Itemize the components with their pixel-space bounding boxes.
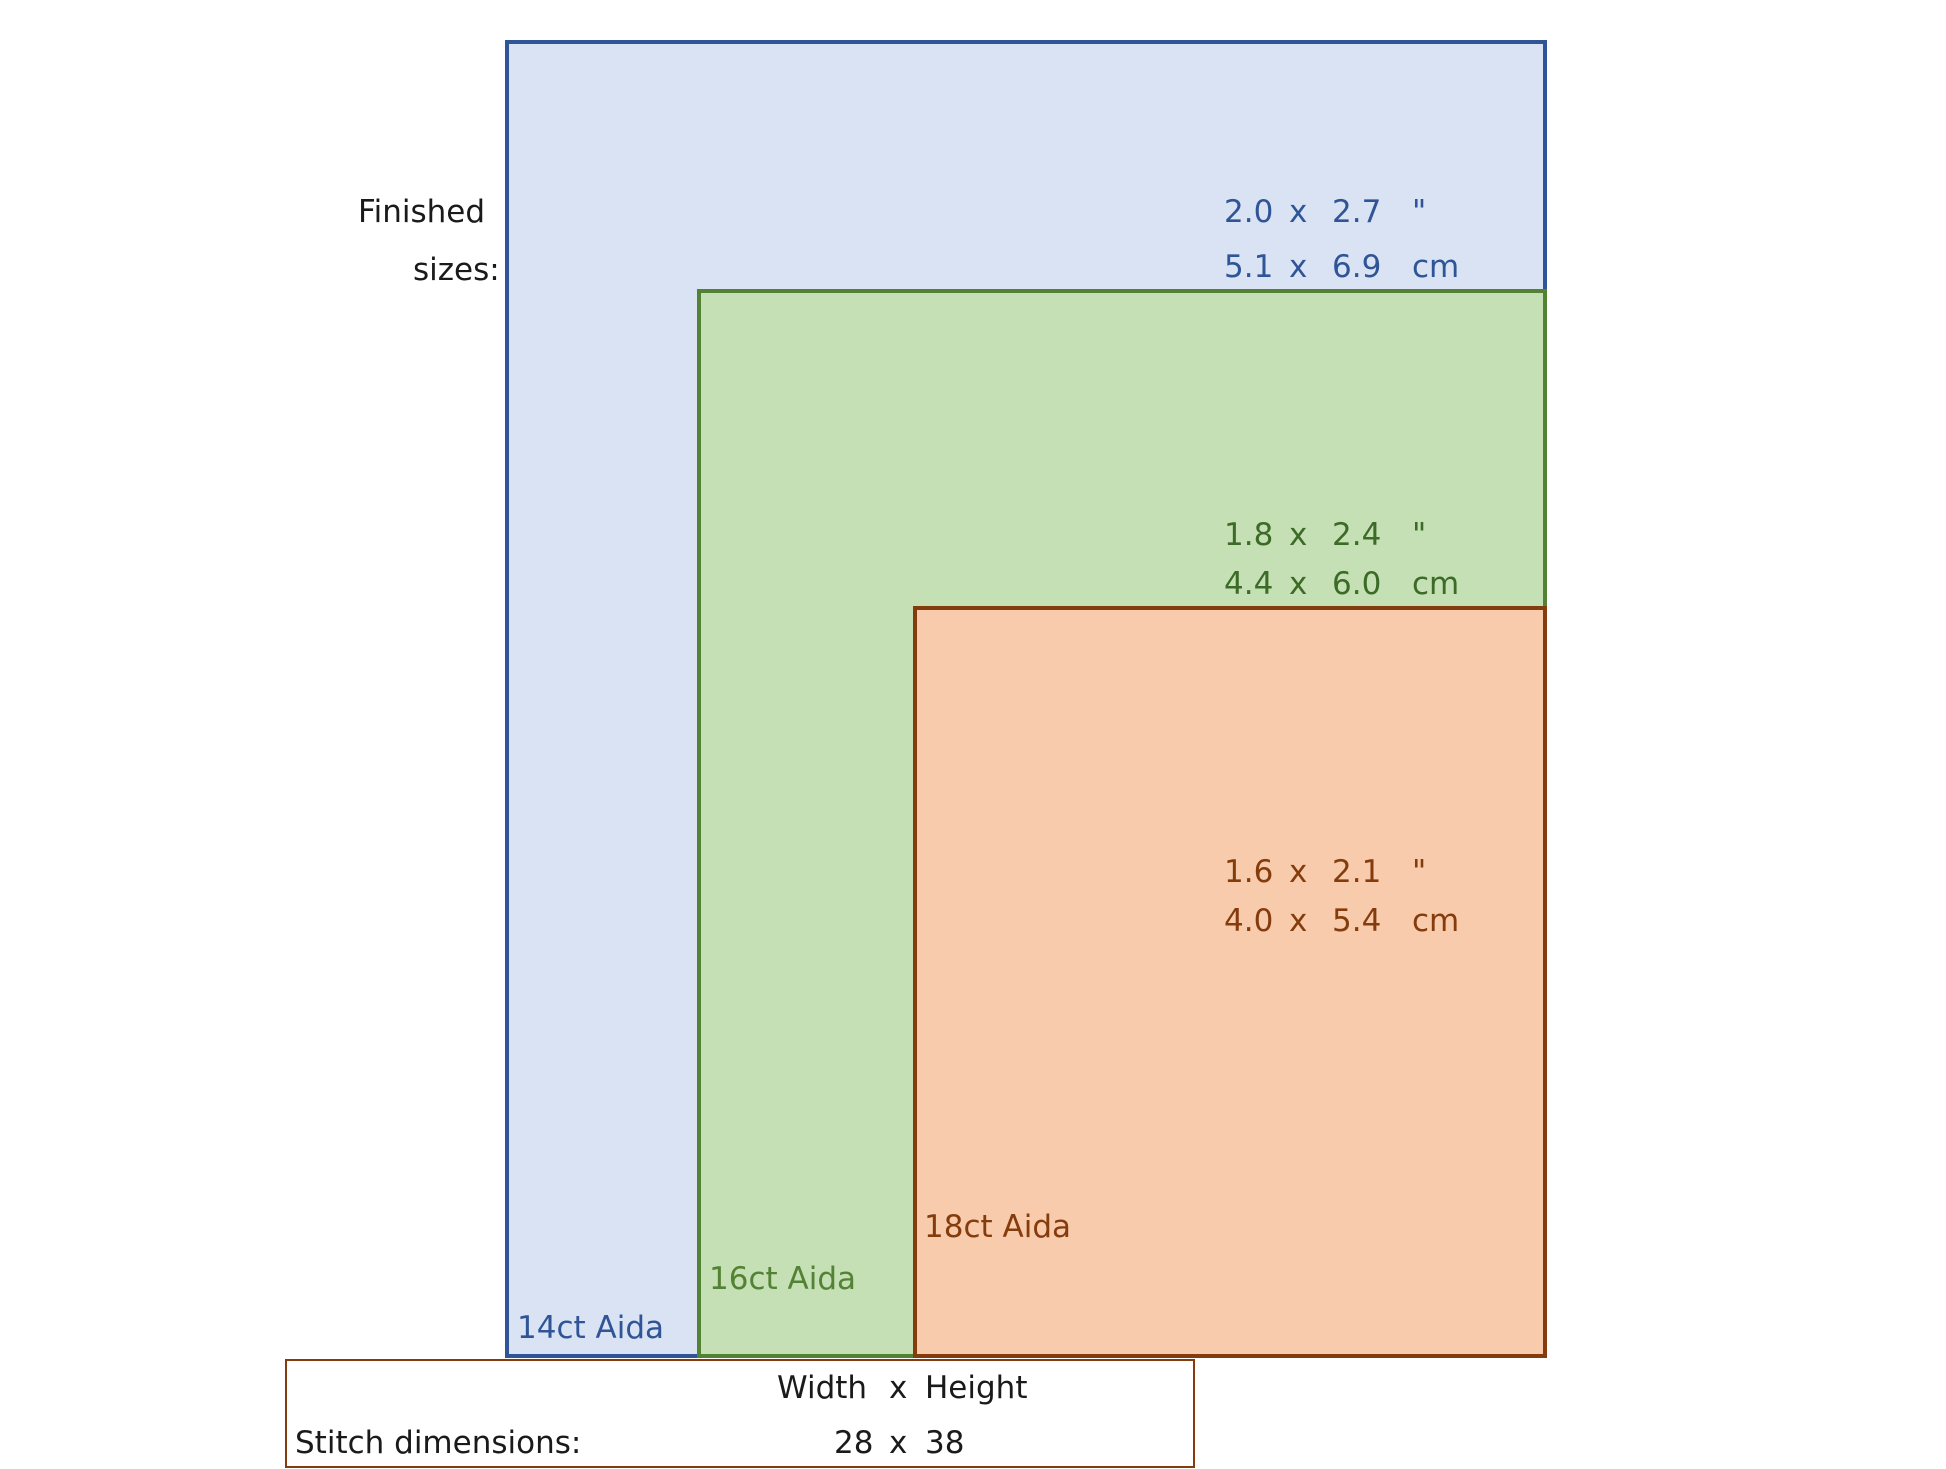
stitch-dimensions-box (285, 1359, 1195, 1468)
aida16-cm-size: 4.4 x 6.0 cm (1224, 569, 1459, 724)
aida18-cm-height: 5.4 (1332, 903, 1382, 939)
stitch-header-height: Height (925, 1370, 1028, 1406)
stitch-x: x (889, 1425, 908, 1461)
aida18-inch-width: 1.6 (1224, 854, 1274, 890)
aida14-cm-width: 5.1 (1224, 249, 1274, 285)
aida16-inch-size: 1.8 x 2.4 " (1224, 520, 1426, 675)
stitch-header-width: Width (777, 1370, 868, 1406)
aida16-inch-unit: " (1412, 517, 1427, 553)
aida18-label: 18ct Aida (924, 1209, 1071, 1245)
aida14-inch-width: 2.0 (1224, 194, 1274, 230)
aida18-inch-unit: " (1412, 854, 1427, 890)
aida18-cm-size: 4.0 x 5.4 cm (1224, 906, 1459, 1061)
stitch-height-value: 38 (925, 1425, 965, 1461)
aida18-inch-height: 2.1 (1332, 854, 1382, 890)
aida14-inch-unit: " (1412, 194, 1427, 230)
aida16-cm-x: x (1289, 566, 1308, 602)
aida14-cm-x: x (1289, 249, 1308, 285)
aida16-cm-width: 4.4 (1224, 566, 1274, 602)
stitch-header-x: x (889, 1370, 908, 1406)
aida18-cm-unit: cm (1412, 903, 1460, 939)
aida16-inch-x: x (1289, 517, 1308, 553)
aida14-inch-size: 2.0 x 2.7 " (1224, 197, 1426, 352)
finished-label-line2: sizes: (413, 252, 500, 288)
aida18-inch-size: 1.6 x 2.1 " (1224, 857, 1426, 1012)
aida14-label: 14ct Aida (517, 1310, 664, 1346)
aida16-inch-height: 2.4 (1332, 517, 1382, 553)
stitch-width-value: 28 (834, 1425, 874, 1461)
finished-label-line1: Finished (358, 194, 485, 230)
aida16-cm-unit: cm (1412, 566, 1460, 602)
stitch-dimensions-label: Stitch dimensions: (295, 1425, 582, 1461)
aida14-inch-x: x (1289, 194, 1308, 230)
aida16-cm-height: 6.0 (1332, 566, 1382, 602)
aida14-cm-size: 5.1 x 6.9 cm (1224, 252, 1459, 407)
aida18-cm-width: 4.0 (1224, 903, 1274, 939)
aida18-cm-x: x (1289, 903, 1308, 939)
aida14-cm-unit: cm (1412, 249, 1460, 285)
aida16-inch-width: 1.8 (1224, 517, 1274, 553)
aida18-rect (913, 606, 1547, 1358)
aida14-inch-height: 2.7 (1332, 194, 1382, 230)
aida18-inch-x: x (1289, 854, 1308, 890)
aida16-label: 16ct Aida (709, 1261, 856, 1297)
aida14-cm-height: 6.9 (1332, 249, 1382, 285)
